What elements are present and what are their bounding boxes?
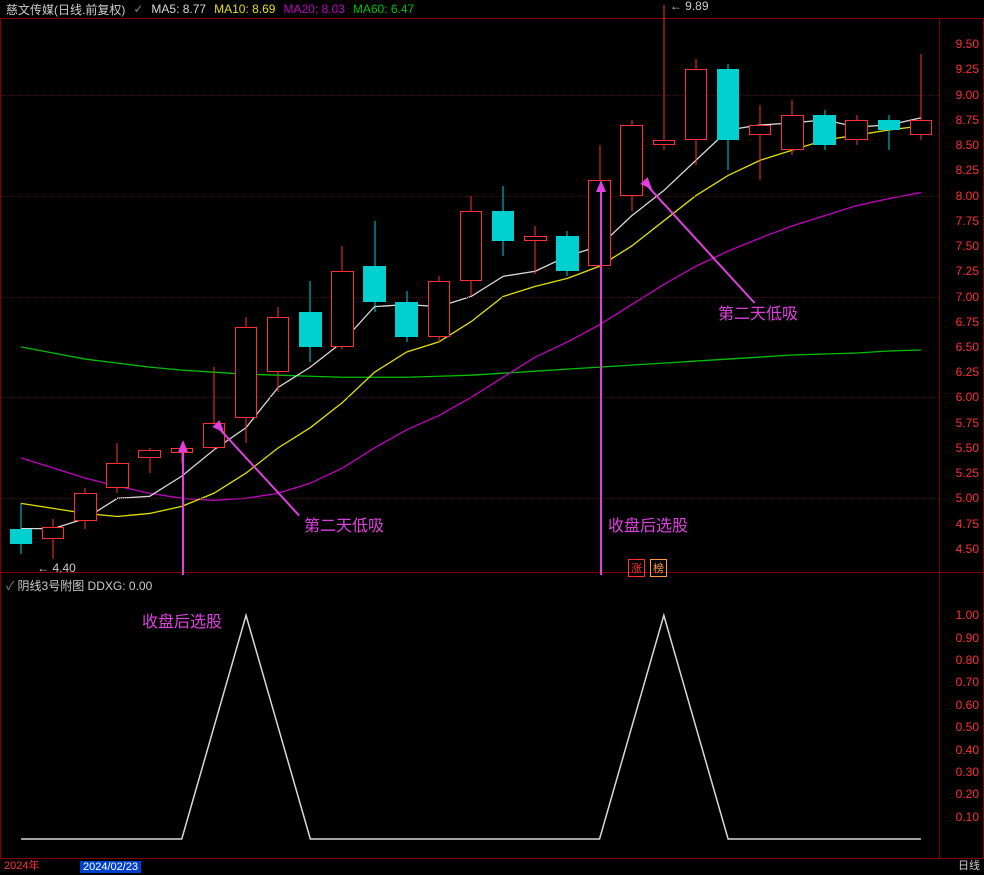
y-tick: 7.25 [956,264,979,278]
annotation: 收盘后选股 [608,512,688,536]
candle[interactable] [5,19,37,574]
candle[interactable] [776,19,808,574]
y-tick: 8.75 [956,113,979,127]
annotation: 收盘后选股 [142,608,222,632]
candle[interactable] [230,19,262,574]
y-tick: 6.00 [956,390,979,404]
y-tick-sub: 0.30 [956,765,979,779]
y-tick-sub: 0.70 [956,675,979,689]
y-tick: 9.00 [956,88,979,102]
y-tick-sub: 0.60 [956,698,979,712]
y-tick: 9.25 [956,62,979,76]
y-tick: 5.75 [956,416,979,430]
candle[interactable] [841,19,873,574]
y-tick-sub: 0.40 [956,743,979,757]
annotation: 第二天低吸 [304,512,384,536]
candle[interactable] [101,19,133,574]
y-tick-sub: 0.20 [956,787,979,801]
y-tick-sub: 0.90 [956,631,979,645]
candle[interactable] [648,19,680,574]
y-tick-sub: 0.10 [956,810,979,824]
y-tick: 8.00 [956,189,979,203]
arrow-head [596,180,606,192]
candle[interactable] [326,19,358,574]
y-tick: 8.50 [956,138,979,152]
chart-header: 慈文传媒(日线.前复权) ✓ MA5: 8.77 MA10: 8.69 MA20… [0,0,414,18]
candle[interactable] [712,19,744,574]
ma60-label: MA60: 6.47 [353,2,414,16]
y-tick-sub: 1.00 [956,608,979,622]
y-tick: 4.50 [956,542,979,556]
stock-title: 慈文传媒(日线.前复权) [6,1,125,18]
candle[interactable] [873,19,905,574]
sub-chart[interactable] [0,573,940,859]
candle[interactable] [391,19,423,574]
ma20-label: MA20: 8.03 [283,2,344,16]
arrow-head [178,440,188,452]
candle[interactable] [69,19,101,574]
candle[interactable] [455,19,487,574]
y-tick: 6.25 [956,365,979,379]
zhang-badge: 涨 [628,559,645,577]
candle[interactable] [134,19,166,574]
candle[interactable] [359,19,391,574]
ma10-label: MA10: 8.69 [214,2,275,16]
candle[interactable] [519,19,551,574]
y-tick: 5.50 [956,441,979,455]
y-tick: 6.50 [956,340,979,354]
y-tick: 7.75 [956,214,979,228]
y-tick: 5.25 [956,466,979,480]
main-chart[interactable]: ← 9.89← 4.40 [0,18,940,573]
y-tick: 4.75 [956,517,979,531]
footer-kline: 日线 [958,857,980,873]
candle[interactable] [680,19,712,574]
candle[interactable] [198,19,230,574]
candle[interactable] [37,19,69,574]
arrow [600,190,602,575]
footer-year: 2024年 [4,857,39,873]
y-tick: 7.00 [956,290,979,304]
candle[interactable] [294,19,326,574]
candle[interactable] [487,19,519,574]
main-y-axis: 4.50 4.75 5.00 5.25 5.50 5.75 6.00 6.25 6.50 6.75… [940,18,984,573]
y-tick: 5.00 [956,491,979,505]
candle[interactable] [423,19,455,574]
y-tick: 9.50 [956,37,979,51]
y-tick: 7.50 [956,239,979,253]
candle[interactable] [551,19,583,574]
candle[interactable] [808,19,840,574]
y-tick: 8.25 [956,163,979,177]
footer-date: 2024/02/23 [80,861,141,873]
y-tick-sub: 0.80 [956,653,979,667]
candle[interactable] [616,19,648,574]
y-tick: 6.75 [956,315,979,329]
high-label: ← 9.89 [670,0,709,13]
bang-badge: 榜 [650,559,667,577]
candle[interactable] [905,19,937,574]
ma5-label: MA5: 8.77 [151,2,206,16]
y-tick-sub: 0.50 [956,720,979,734]
annotation: 第二天低吸 [718,300,798,324]
sub-y-axis: 0.10 0.20 0.30 0.40 0.50 0.60 0.70 0.80 0.90 1.00 [940,573,984,859]
sub-chart-title: ✓ 阴线3号附图 DDXG: 0.00 [6,577,152,594]
arrow [182,450,184,575]
